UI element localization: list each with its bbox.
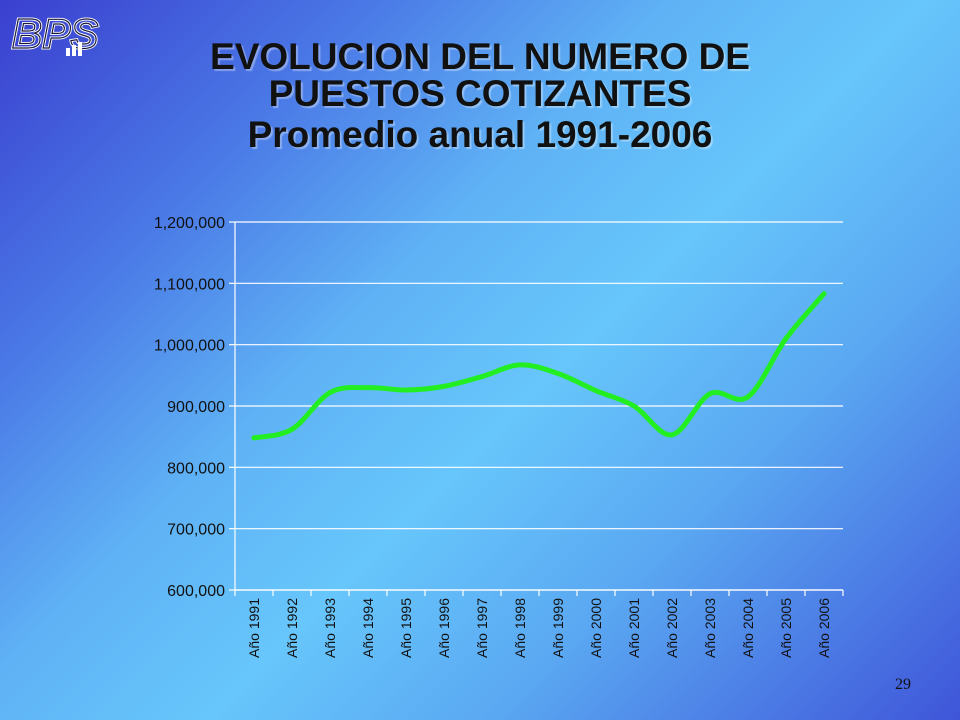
x-tick-label: Año 2004: [740, 598, 756, 658]
data-point: [251, 435, 257, 441]
data-point: [403, 387, 409, 393]
y-tick-label: 800,000: [167, 460, 225, 477]
data-point: [745, 394, 751, 400]
data-point: [821, 291, 827, 297]
data-point: [783, 336, 789, 342]
page-number: 29: [895, 676, 911, 693]
data-point: [289, 426, 295, 432]
series-line: [251, 291, 827, 441]
x-tick-label: Año 1998: [512, 598, 528, 658]
data-point: [327, 390, 333, 396]
y-tick-label: 1,200,000: [154, 215, 225, 232]
x-tick-label: Año 2000: [588, 598, 604, 658]
x-tick-label: Año 1995: [398, 598, 414, 658]
y-tick-label: 600,000: [167, 583, 225, 600]
data-point: [365, 385, 371, 391]
x-tick-label: Año 2002: [664, 598, 680, 658]
data-point: [555, 370, 561, 376]
x-tick-label: Año 1999: [550, 598, 566, 658]
bps-logo: BPS BPS: [8, 8, 118, 60]
data-point: [441, 383, 447, 389]
x-tick-label: Año 1994: [360, 598, 376, 658]
data-point: [707, 391, 713, 397]
title-line-2: PUESTOS COTIZANTES: [268, 73, 692, 114]
x-tick-label: Año 1997: [474, 598, 490, 658]
data-point: [593, 388, 599, 394]
data-point: [631, 403, 637, 409]
data-point: [669, 432, 675, 438]
y-tick-label: 1,100,000: [154, 276, 225, 293]
y-tick-label: 700,000: [167, 522, 225, 539]
x-tick-label: Año 1991: [246, 598, 262, 658]
x-tick-label: Año 2001: [626, 598, 642, 658]
x-tick-label: Año 1996: [436, 598, 452, 658]
x-tick-label: Año 1993: [322, 598, 338, 658]
x-tick-label: Año 2006: [816, 598, 832, 658]
svg-text:BPS: BPS: [12, 10, 98, 57]
svg-text:BPS: BPS: [12, 10, 98, 57]
x-tick-label: Año 2005: [778, 598, 794, 658]
y-tick-label: 1,000,000: [154, 338, 225, 355]
slide-title: EVOLUCION DEL NUMERO DE PUESTOS COTIZANT…: [150, 38, 810, 153]
data-point: [517, 362, 523, 368]
x-tick-label: Año 1992: [284, 598, 300, 658]
y-tick-label: 900,000: [167, 399, 225, 416]
data-point: [479, 374, 485, 380]
title-line-3: Promedio anual 1991-2006: [247, 114, 713, 155]
x-tick-label: Año 2003: [702, 598, 718, 658]
title-line-1: EVOLUCION DEL NUMERO DE: [210, 36, 750, 77]
